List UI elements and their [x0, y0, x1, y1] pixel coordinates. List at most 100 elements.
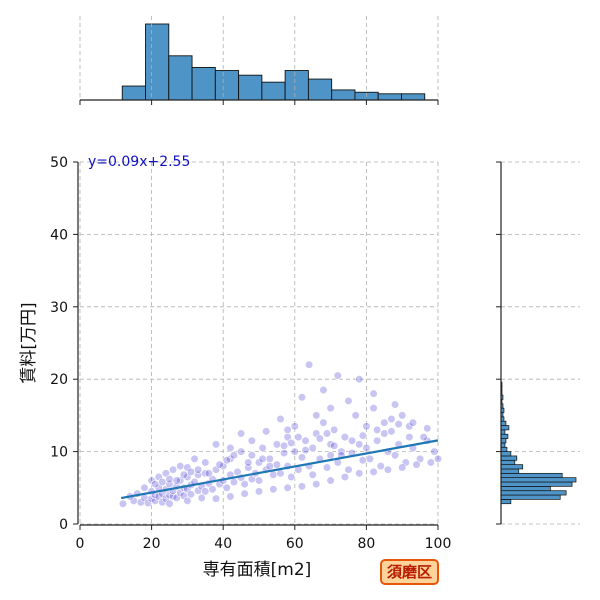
data-point: [362, 422, 371, 431]
histogram-bar: [214, 70, 240, 101]
data-point: [394, 419, 403, 429]
data-point: [237, 447, 246, 456]
data-point: [283, 425, 292, 434]
data-point: [222, 483, 231, 492]
data-point: [151, 480, 160, 489]
data-point: [258, 443, 267, 453]
x-tick-label: 40: [214, 536, 232, 552]
data-point: [190, 454, 199, 463]
data-point: [194, 465, 203, 474]
data-point: [355, 440, 364, 449]
data-point: [294, 433, 303, 442]
x-tick-label: 100: [425, 536, 452, 552]
data-point: [272, 440, 282, 449]
data-point: [380, 418, 389, 427]
histogram-bar: [500, 455, 518, 461]
histogram-bar: [145, 23, 170, 101]
histogram-bar: [377, 93, 402, 101]
histogram-bar: [284, 70, 309, 101]
data-point: [319, 385, 328, 395]
data-point: [398, 463, 407, 472]
data-point: [312, 411, 321, 420]
histogram-bar: [307, 78, 333, 101]
histogram-bar: [331, 89, 356, 101]
scatter-points: [118, 360, 443, 508]
data-point: [340, 433, 350, 442]
histogram-bar: [500, 486, 551, 492]
data-point: [423, 424, 432, 433]
data-point: [290, 447, 299, 456]
data-point: [237, 429, 246, 438]
histogram-bar: [500, 425, 510, 431]
data-point: [140, 483, 149, 492]
data-point: [358, 431, 367, 440]
data-point: [226, 492, 235, 501]
data-point: [158, 477, 167, 487]
data-point: [373, 436, 382, 445]
histogram-bar: [500, 472, 563, 479]
data-point: [333, 371, 342, 380]
y-tick-label: 10: [50, 445, 68, 461]
data-point: [240, 480, 249, 489]
data-point: [183, 496, 192, 505]
histogram-bar: [500, 420, 507, 426]
data-point: [226, 443, 235, 453]
data-point: [330, 425, 339, 434]
data-point: [265, 461, 274, 471]
x-tick-label: 0: [76, 536, 85, 552]
histogram-bar: [401, 93, 426, 101]
data-point: [369, 467, 378, 476]
data-point: [340, 472, 350, 482]
data-point: [344, 465, 353, 474]
top-histogram: [79, 16, 439, 105]
histogram-bar: [500, 494, 561, 500]
y-tick-label: 50: [50, 155, 68, 171]
histogram-bar: [500, 433, 509, 439]
data-point: [380, 429, 389, 438]
histogram-bar: [500, 499, 512, 505]
data-point: [244, 458, 253, 467]
x-tick-label: 80: [357, 536, 375, 552]
y-tick-label: 30: [50, 300, 68, 316]
data-point: [276, 469, 285, 478]
data-point: [179, 470, 188, 479]
data-point: [347, 436, 357, 445]
x-axis-title: 専有面積[m2]: [203, 560, 312, 580]
x-tick-label: 60: [286, 536, 304, 552]
regression-line: [120, 439, 439, 500]
histogram-bar: [500, 490, 567, 496]
data-point: [186, 467, 196, 476]
histogram-bar: [261, 81, 286, 101]
data-point: [201, 458, 210, 467]
histogram-bar: [500, 468, 520, 474]
data-point: [240, 489, 249, 498]
right-histogram: [496, 161, 580, 525]
data-point: [262, 427, 271, 436]
data-point: [322, 463, 332, 472]
data-point: [308, 470, 317, 479]
data-point: [258, 454, 267, 463]
data-point: [211, 440, 221, 449]
histogram-bar: [168, 55, 193, 101]
data-point: [355, 469, 364, 478]
histogram-bar: [500, 464, 524, 470]
data-point: [426, 458, 435, 467]
data-point: [222, 456, 231, 465]
data-point: [297, 453, 307, 462]
data-point: [279, 448, 289, 458]
histogram-bar: [500, 438, 507, 444]
data-point: [204, 469, 213, 478]
data-point: [412, 460, 421, 469]
data-point: [326, 476, 335, 485]
data-point: [297, 393, 307, 402]
data-point: [172, 476, 181, 485]
data-point: [365, 454, 375, 463]
data-point: [254, 476, 264, 485]
data-point: [398, 411, 407, 420]
histogram-bar: [500, 459, 516, 465]
data-point: [269, 485, 278, 494]
data-point: [390, 400, 400, 409]
data-point: [308, 443, 317, 453]
main-scatter-plot: 0 20 40 60 80 100 0 10 20 30 40 50 y=0.09x+2.55 専有面…: [19, 154, 451, 580]
data-point: [287, 472, 296, 482]
